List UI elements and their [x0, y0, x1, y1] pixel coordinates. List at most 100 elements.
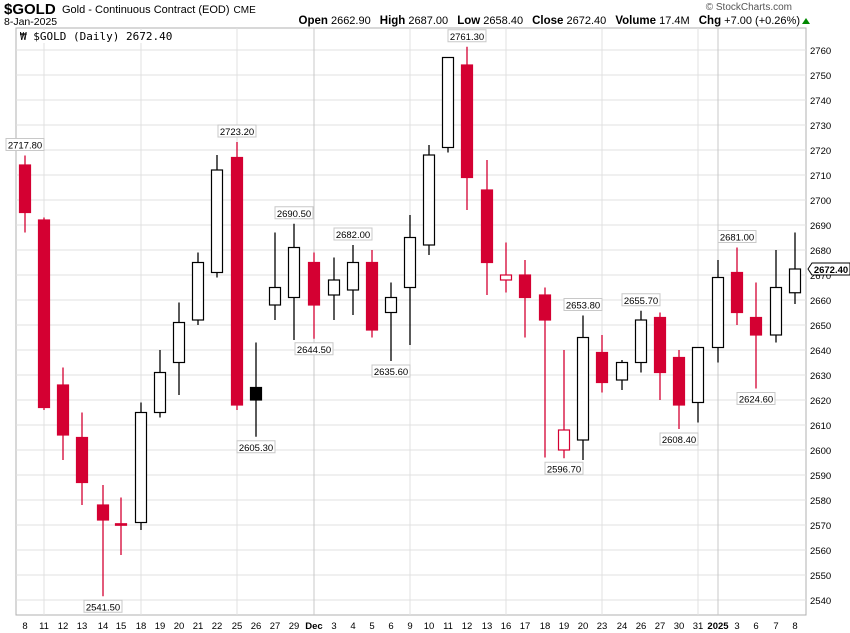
candle-body: [460, 64, 474, 179]
candle-body: [480, 189, 494, 264]
x-tick-label: 8: [22, 621, 27, 632]
symbol: $GOLD: [4, 1, 56, 18]
x-tick-label: 7: [773, 621, 778, 632]
price-annotation: 2608.40: [662, 435, 696, 446]
x-tick-label: 22: [212, 621, 223, 632]
candle-body: [56, 384, 70, 436]
y-tick-label: 2760: [810, 46, 831, 57]
y-tick-label: 2710: [810, 171, 831, 182]
candle-body: [499, 274, 513, 281]
x-tick-label: 9: [407, 621, 412, 632]
price-annotation-box: [217, 124, 257, 138]
x-tick-label: 5: [369, 621, 374, 632]
volume-label: Volume: [615, 15, 657, 27]
close-value: 2672.40: [566, 15, 607, 27]
y-tick-label: 2720: [810, 146, 831, 157]
x-tick-label: 2025: [707, 621, 729, 632]
price-annotation: 2761.30: [450, 32, 484, 43]
legend-text: $GOLD (Daily) 2672.40: [33, 30, 173, 43]
x-tick-label: 6: [388, 621, 393, 632]
candle-body: [230, 156, 244, 406]
x-tick-label: 30: [674, 621, 685, 632]
x-tick-label: 24: [617, 621, 628, 632]
price-annotation-box: [5, 138, 45, 151]
candle-body: [788, 268, 802, 294]
x-tick-label: 12: [58, 621, 69, 632]
low-value: 2658.40: [483, 15, 524, 27]
open-value: 2662.90: [330, 15, 371, 27]
candle-body: [403, 236, 417, 289]
price-annotation: 2541.50: [86, 602, 120, 613]
candle-body: [672, 356, 686, 406]
x-tick-label: 20: [174, 621, 185, 632]
candle-body: [634, 319, 648, 364]
price-annotation-box: [563, 298, 603, 311]
price-annotation: 2723.20: [220, 127, 254, 138]
candle-body: [730, 271, 744, 314]
change-value: +7.00 (+0.26%): [724, 15, 800, 27]
y-tick-label: 2560: [810, 546, 831, 557]
y-tick-label: 2750: [810, 71, 831, 82]
price-annotation: 2624.60: [739, 395, 773, 406]
candle-body: [576, 336, 590, 441]
price-annotation-box: [333, 227, 373, 241]
x-tick-label: 27: [655, 621, 666, 632]
price-annotation: 2635.60: [374, 367, 408, 378]
candle-body: [249, 386, 263, 401]
x-tick-label: 18: [540, 621, 551, 632]
price-annotation-box: [621, 293, 661, 307]
candle-body: [441, 56, 455, 149]
candle-body: [210, 169, 224, 274]
x-tick-label: 4: [350, 621, 355, 632]
candle-body: [172, 321, 186, 364]
price-annotation-box: [294, 342, 334, 356]
y-tick-label: 2540: [810, 596, 831, 607]
candle-body: [538, 294, 552, 321]
x-tick-label: 20: [578, 621, 589, 632]
ohlc-summary: Open 2662.90 High 2687.00 Low 2658.40 Cl…: [298, 15, 810, 27]
last-price-value: 2672.40: [814, 265, 848, 276]
candle-body: [384, 296, 398, 314]
candle-body: [365, 261, 379, 331]
price-annotation-box: [659, 432, 699, 446]
x-tick-label: 19: [155, 621, 166, 632]
candle-body: [327, 279, 341, 296]
open-label: Open: [298, 15, 328, 27]
candle-body: [96, 504, 110, 521]
y-tick-label: 2670: [810, 271, 831, 282]
close-label: Close: [532, 15, 564, 27]
candle-body: [134, 411, 148, 524]
candle-body: [769, 286, 783, 336]
candle-body: [711, 276, 725, 349]
x-tick-label: 25: [232, 621, 243, 632]
y-tick-label: 2590: [810, 471, 831, 482]
low-label: Low: [457, 15, 481, 27]
price-annotation-box: [274, 206, 314, 220]
x-tick-label: 29: [289, 621, 300, 632]
x-tick-label: 3: [734, 621, 739, 632]
y-tick-label: 2630: [810, 371, 831, 382]
x-tick-label: 8: [792, 621, 797, 632]
price-annotation-box: [717, 230, 757, 243]
candle-body: [749, 316, 763, 336]
candle-body: [595, 351, 609, 384]
x-tick-label: 13: [77, 621, 88, 632]
x-tick-label: 18: [136, 621, 147, 632]
y-tick-label: 2570: [810, 521, 831, 532]
candle-body: [653, 316, 667, 374]
candle-body: [75, 436, 89, 484]
x-tick-label: 15: [116, 621, 127, 632]
candle-body: [307, 261, 321, 306]
up-arrow-icon: [802, 18, 810, 25]
candle-body: [346, 261, 360, 291]
candle-body: [422, 154, 436, 246]
candlestick-icon: ₩: [20, 30, 27, 43]
x-tick-label: 31: [693, 621, 704, 632]
exchange: CME: [233, 5, 256, 16]
x-tick-label: 26: [636, 621, 647, 632]
change-label: Chg: [698, 15, 722, 27]
x-tick-label: 21: [193, 621, 204, 632]
price-annotation-box: [371, 364, 411, 378]
high-value: 2687.00: [408, 15, 449, 27]
brand-watermark: © StockCharts.com: [705, 2, 792, 13]
